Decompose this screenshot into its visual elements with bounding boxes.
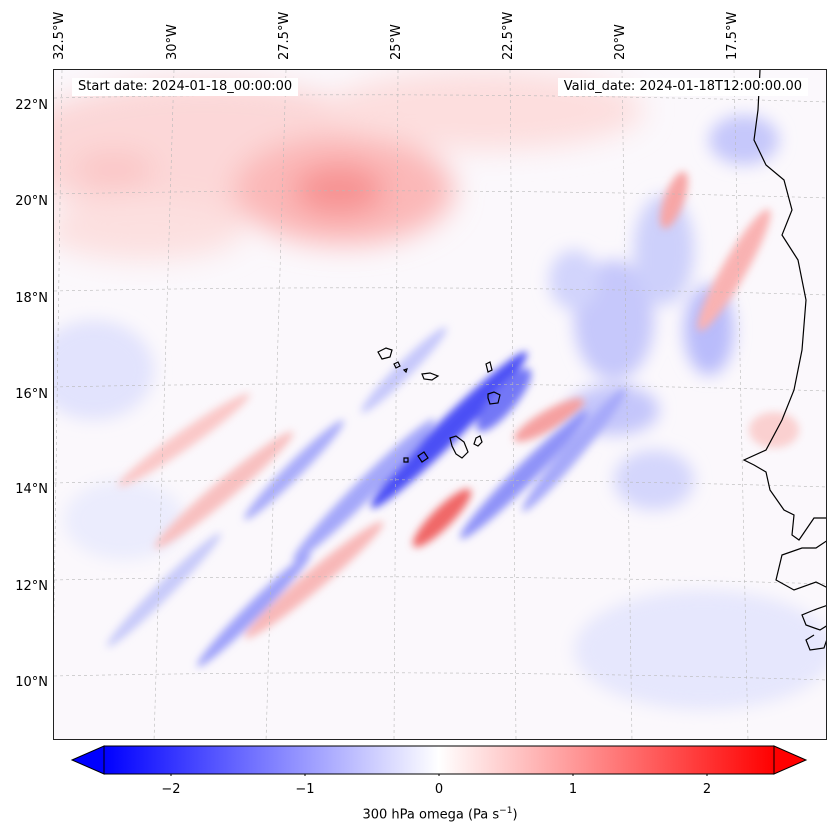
positive-omega-region-north	[54, 70, 644, 260]
colorbar-tick-1: 1	[568, 782, 578, 797]
lon-label-22-5w: 22.5°W	[501, 11, 516, 60]
lon-label-32-5w: 32.5°W	[52, 11, 67, 60]
lon-label-27-5w: 27.5°W	[277, 11, 292, 60]
map-gridlines	[54, 70, 826, 739]
colorbar-tick-0: 0	[434, 782, 444, 797]
diagonal-streak-band	[107, 327, 626, 667]
lat-label-10n: 10°N	[15, 675, 48, 690]
colorbar-title: 300 hPa omega (Pa s−1)	[362, 806, 518, 823]
valid-date-label: Valid_date: 2024-01-18T12:00:00.00	[557, 78, 808, 96]
colorbar-ticks	[170, 774, 708, 776]
start-date-label: Start date: 2024-01-18_00:00:00	[72, 78, 299, 96]
lat-label-12n: 12°N	[15, 579, 48, 594]
lat-label-20n: 20°N	[15, 194, 48, 209]
lat-label-22n: 22°N	[15, 98, 48, 113]
colorbar	[70, 745, 808, 776]
lon-label-30w: 30°W	[165, 24, 180, 60]
colorbar-tick-neg1: −1	[295, 782, 315, 797]
lat-label-16n: 16°N	[15, 387, 48, 402]
negative-omega-region-east	[54, 115, 826, 710]
colorbar-min-extend	[70, 745, 105, 775]
lat-label-14n: 14°N	[15, 482, 48, 497]
lon-label-25w: 25°W	[389, 24, 404, 60]
omega-map[interactable]: Start date: 2024-01-18_00:00:00 Valid_da…	[53, 69, 827, 740]
lat-label-18n: 18°N	[15, 291, 48, 306]
lon-label-17-5w: 17.5°W	[725, 11, 740, 60]
colorbar-tick-neg2: −2	[161, 782, 181, 797]
colorbar-tick-2: 2	[702, 782, 712, 797]
positive-omega-streaks-east	[514, 171, 799, 448]
cape-verde-islands	[377, 347, 501, 463]
lon-label-20w: 20°W	[613, 24, 628, 60]
africa-coastline	[742, 70, 826, 651]
colorbar-gradient	[103, 745, 775, 775]
omega-field	[54, 70, 826, 739]
colorbar-max-extend	[773, 745, 808, 775]
